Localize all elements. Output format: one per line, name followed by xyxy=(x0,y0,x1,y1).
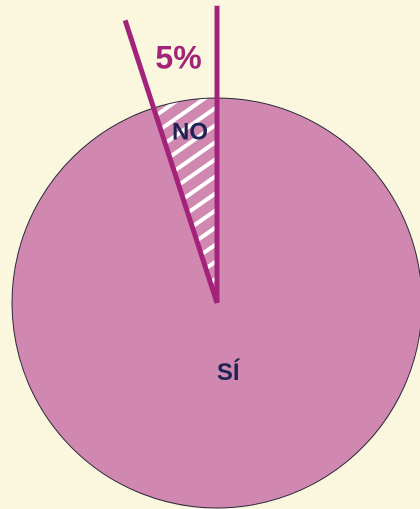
value-label: 5% xyxy=(155,39,201,75)
category-label: NO xyxy=(172,118,208,145)
category-label: SÍ xyxy=(217,358,241,386)
slice-edge xyxy=(122,19,220,304)
